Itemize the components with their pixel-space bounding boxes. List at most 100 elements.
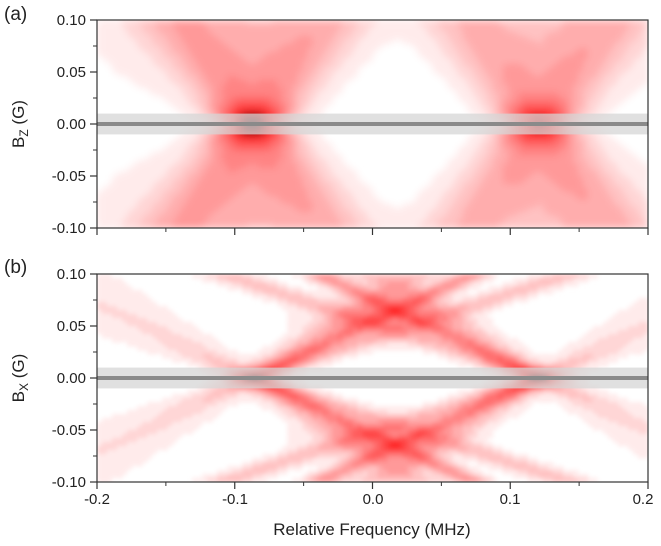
intensity-cell [447,192,454,197]
intensity-cell [562,72,569,77]
intensity-cell [127,176,133,181]
intensity-cell [332,286,339,291]
intensity-cell [122,164,128,169]
intensity-cell [212,96,218,101]
intensity-cell [522,172,529,177]
intensity-cell [222,88,228,93]
intensity-cell [252,282,258,287]
intensity-cell [312,148,318,153]
intensity-cell [367,28,374,33]
intensity-cell [262,92,268,97]
intensity-cell [247,152,253,157]
intensity-cell [197,152,203,157]
intensity-cell [437,204,444,209]
intensity-cell [612,32,619,37]
intensity-cell [547,108,554,113]
intensity-cell [342,48,349,53]
intensity-cell [497,180,504,185]
intensity-cell [342,220,349,225]
intensity-cell [502,144,509,149]
intensity-cell [152,220,158,225]
intensity-cell [307,24,313,29]
intensity-cell [117,80,123,85]
intensity-cell [187,88,193,93]
intensity-cell [177,84,183,89]
intensity-cell [642,76,648,81]
intensity-cell [597,196,604,201]
intensity-cell [427,282,434,287]
intensity-cell [437,282,444,287]
intensity-cell [327,192,334,197]
intensity-cell [517,216,524,221]
intensity-cell [637,184,644,189]
intensity-cell [277,60,283,65]
intensity-cell [137,216,143,221]
intensity-cell [597,76,604,81]
intensity-cell [387,286,394,291]
intensity-cell [572,224,579,228]
intensity-cell [277,32,283,37]
intensity-cell [622,168,629,173]
intensity-cell [497,176,504,181]
intensity-cell [282,172,288,177]
intensity-cell [257,274,263,279]
panel-a-ylabel: BZ (G) [9,100,31,148]
intensity-cell [132,188,138,193]
intensity-cell [312,72,318,77]
intensity-cell [297,184,303,189]
intensity-cell [422,60,429,65]
intensity-cell [332,72,339,77]
intensity-cell [332,192,339,197]
intensity-cell [462,200,469,205]
intensity-cell [187,92,193,97]
intensity-cell [467,208,474,213]
intensity-cell [422,220,429,225]
intensity-cell [612,204,619,209]
intensity-cell [482,52,489,57]
intensity-cell [587,104,594,109]
panel-a-ytick-0.10: 0.10 [57,12,86,29]
intensity-cell [132,72,138,77]
intensity-cell [622,76,629,81]
intensity-cell [357,216,364,221]
intensity-cell [277,176,283,181]
intensity-cell [482,224,489,228]
intensity-cell [152,80,158,85]
intensity-cell [267,220,273,225]
intensity-cell [522,24,529,29]
intensity-cell [542,24,549,29]
intensity-cell [477,278,484,283]
intensity-cell [477,274,484,279]
intensity-cell [367,208,374,213]
intensity-cell [642,84,648,89]
intensity-cell [417,200,424,205]
intensity-cell [307,44,313,49]
intensity-cell [417,208,424,213]
intensity-cell [122,282,128,287]
intensity-cell [537,64,544,69]
intensity-cell [422,192,429,197]
intensity-cell [602,100,609,105]
intensity-cell [337,164,344,169]
intensity-cell [507,148,514,153]
intensity-cell [592,88,599,93]
intensity-cell [617,204,624,209]
intensity-cell [347,56,354,61]
intensity-cell [542,20,549,25]
intensity-cell [107,32,113,37]
intensity-cell [552,92,559,97]
intensity-cell [152,184,158,189]
intensity-cell [262,290,268,295]
intensity-cell [457,224,464,228]
intensity-cell [332,196,339,201]
intensity-cell [532,88,539,93]
intensity-cell [297,168,303,173]
intensity-cell [272,168,278,173]
intensity-cell [147,40,153,45]
intensity-cell [512,88,519,93]
intensity-cell [452,88,459,93]
intensity-cell [602,28,609,33]
intensity-cell [382,224,389,228]
intensity-cell [547,28,554,33]
intensity-cell [252,72,258,77]
